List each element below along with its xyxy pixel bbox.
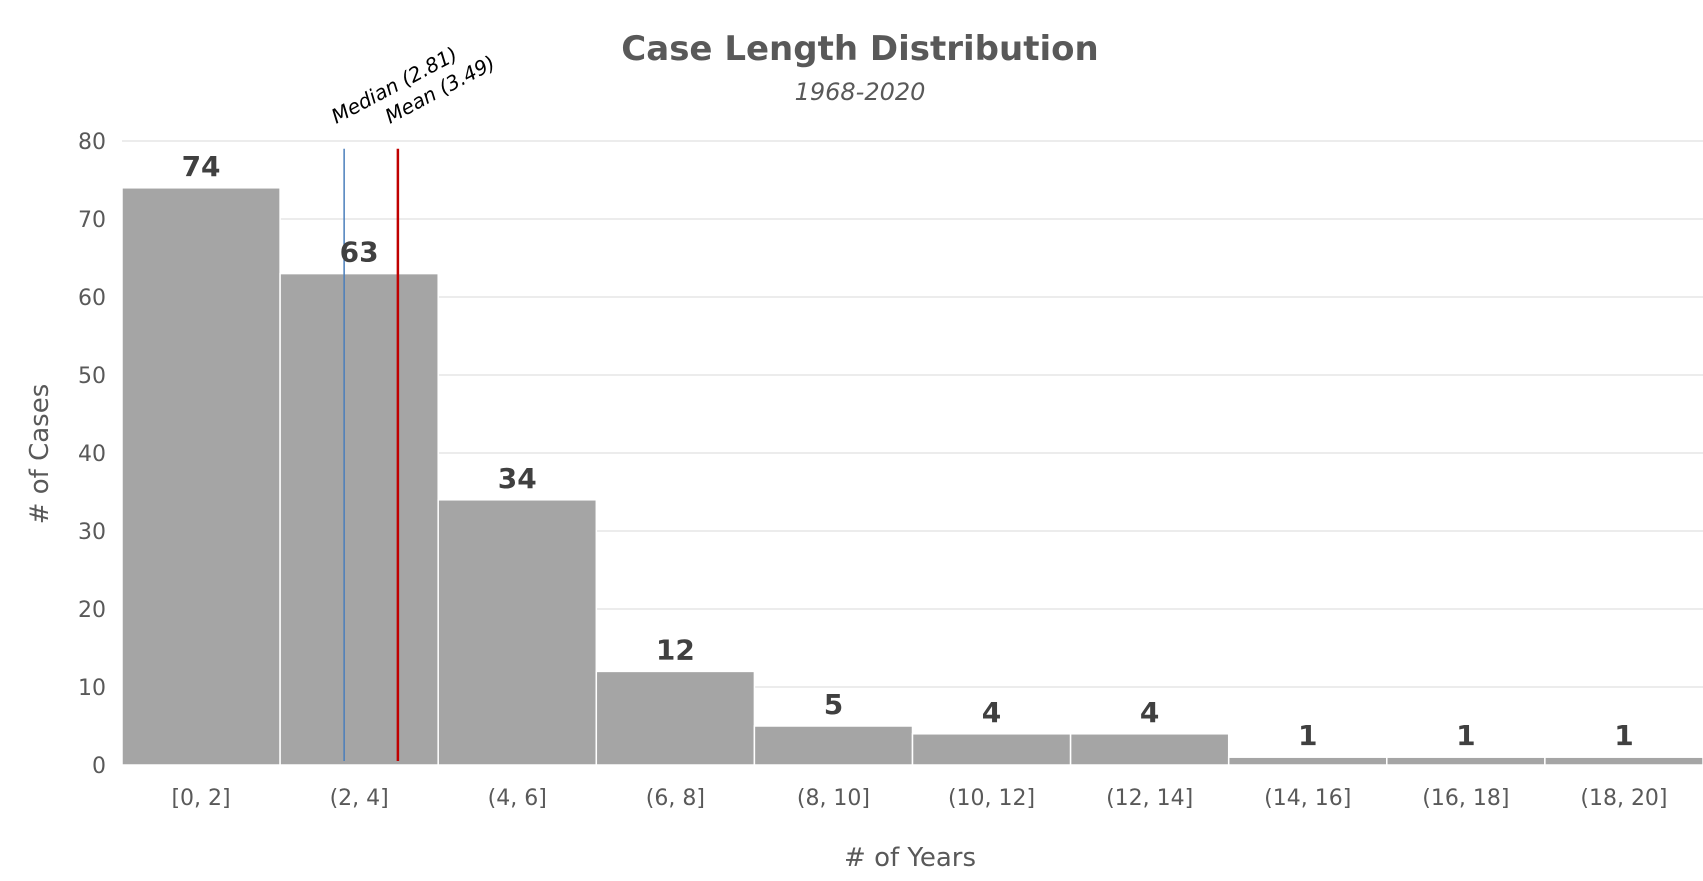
- bar: [1544, 756, 1703, 766]
- y-tick-label: 70: [78, 208, 106, 233]
- chart-title: Case Length Distribution: [621, 29, 1098, 69]
- bar: [1386, 756, 1546, 766]
- bar: [911, 733, 1072, 766]
- bar: [595, 670, 756, 766]
- y-tick-label: 40: [78, 442, 106, 467]
- data-labels: 74 63 34 12 5 4 4 1 1 1: [182, 150, 1634, 752]
- bar: [1227, 756, 1388, 766]
- y-tick-label: 30: [78, 520, 106, 545]
- y-tick-label: 0: [92, 754, 106, 779]
- bar: [279, 272, 439, 766]
- x-tick-label: (16, 18]: [1422, 786, 1509, 811]
- y-tick-label: 20: [78, 598, 106, 623]
- bar: [437, 499, 598, 766]
- x-tick-label: (8, 10]: [797, 786, 870, 811]
- chart-subtitle: 1968-2020: [795, 78, 926, 106]
- y-tick-label: 10: [78, 676, 106, 701]
- x-tick-label: (18, 20]: [1580, 786, 1667, 811]
- x-tick-label: (12, 14]: [1106, 786, 1193, 811]
- data-label: 1: [1456, 719, 1475, 752]
- y-tick-label: 80: [78, 130, 106, 155]
- data-label: 1: [1614, 719, 1633, 752]
- x-axis-ticks: [0, 2] (2, 4] (4, 6] (6, 8] (8, 10] (10, 12] (…: [171, 786, 1667, 811]
- y-axis-label: # of Cases: [25, 384, 55, 525]
- data-label: 63: [340, 236, 379, 269]
- y-tick-label: 60: [78, 286, 106, 311]
- data-label: 4: [1140, 696, 1159, 729]
- data-label: 1: [1298, 719, 1317, 752]
- y-tick-label: 50: [78, 364, 106, 389]
- bars: [121, 187, 1703, 766]
- x-tick-label: (2, 4]: [330, 786, 389, 811]
- x-tick-label: [0, 2]: [171, 786, 230, 811]
- data-label: 34: [498, 462, 537, 495]
- data-label: 74: [182, 150, 221, 183]
- x-tick-label: (4, 6]: [488, 786, 547, 811]
- data-label: 4: [982, 696, 1001, 729]
- x-tick-label: (14, 16]: [1264, 786, 1351, 811]
- x-axis-label: # of Years: [844, 843, 976, 873]
- x-tick-label: (10, 12]: [948, 786, 1035, 811]
- bar: [753, 725, 914, 766]
- bar: [121, 187, 281, 766]
- y-axis-ticks: 0 10 20 30 40 50 60 70 80: [78, 130, 106, 779]
- data-label: 12: [656, 633, 695, 666]
- x-tick-label: (6, 8]: [646, 786, 705, 811]
- data-label: 5: [824, 688, 843, 721]
- bar: [1069, 733, 1230, 766]
